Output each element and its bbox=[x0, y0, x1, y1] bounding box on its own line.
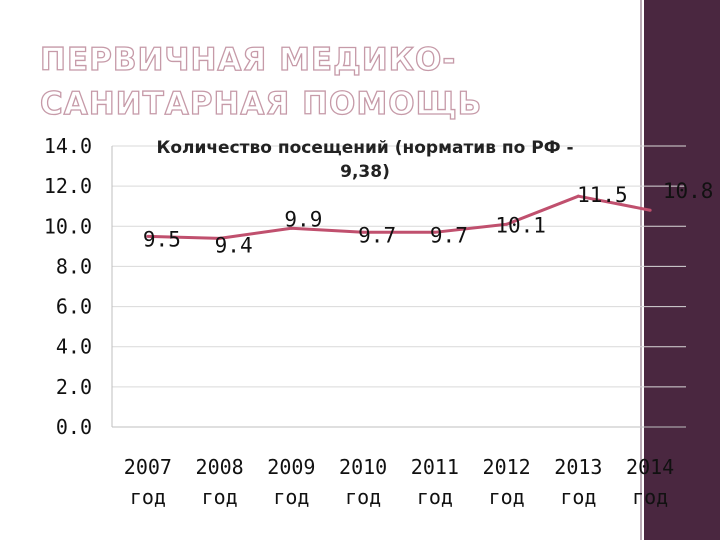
data-point bbox=[146, 234, 150, 238]
y-tick-label: 0.0 bbox=[56, 415, 92, 439]
slide-title-line-2: САНИТАРНАЯ ПОМОЩЬ bbox=[39, 85, 483, 122]
x-tick-label: 2014 год bbox=[626, 455, 674, 509]
data-label: 9.4 bbox=[215, 233, 253, 257]
x-tick-label: 2011 год bbox=[411, 455, 459, 509]
series-line bbox=[147, 194, 651, 240]
y-tick-label: 14.0 bbox=[44, 134, 92, 158]
data-label: 10.8 bbox=[663, 179, 714, 203]
data-label: 9.9 bbox=[284, 207, 322, 231]
slide-title-line-1: ПЕРВИЧНАЯ МЕДИКО- bbox=[39, 41, 457, 78]
data-point bbox=[218, 236, 222, 240]
chart-title-line-2: 9,38) bbox=[340, 162, 390, 182]
y-tick-label: 6.0 bbox=[56, 295, 92, 319]
y-tick-label: 4.0 bbox=[56, 335, 92, 359]
axes bbox=[111, 146, 686, 428]
x-axis-tick-labels: 2007 год 2008 год 2009 год 2010 год 2011 год 2012 г… bbox=[124, 455, 674, 509]
x-tick-label: 2013 год bbox=[554, 455, 602, 509]
chart-title-line-1: Количество посещений (норматив по РФ - bbox=[156, 138, 573, 158]
data-point bbox=[361, 230, 365, 234]
data-point bbox=[433, 230, 437, 234]
x-tick-label: 2010 год bbox=[339, 455, 387, 509]
series-visits bbox=[146, 194, 652, 240]
data-point bbox=[648, 208, 652, 212]
data-labels: 9.5 9.4 9.9 9.7 9.7 10.1 11.5 10.8 bbox=[143, 179, 714, 257]
data-point bbox=[576, 194, 580, 198]
y-tick-label: 8.0 bbox=[56, 254, 92, 278]
x-tick-label: 2009 год bbox=[267, 455, 315, 509]
right-band-divider bbox=[640, 0, 642, 540]
data-label: 9.7 bbox=[358, 223, 396, 247]
x-tick-label: 2007 год bbox=[124, 455, 172, 509]
data-label: 9.5 bbox=[143, 227, 181, 251]
y-axis-tick-labels: 0.0 2.0 4.0 6.0 8.0 10.0 12.0 14.0 bbox=[44, 134, 92, 439]
data-point bbox=[505, 222, 509, 226]
y-tick-label: 12.0 bbox=[44, 174, 92, 198]
y-tick-label: 2.0 bbox=[56, 375, 92, 399]
x-tick-label: 2012 год bbox=[483, 455, 531, 509]
gridlines bbox=[112, 145, 686, 388]
y-tick-label: 10.0 bbox=[44, 214, 92, 238]
right-accent-band bbox=[644, 0, 720, 540]
data-label: 9.7 bbox=[430, 223, 468, 247]
data-label: 10.1 bbox=[495, 213, 546, 237]
x-tick-label: 2008 год bbox=[196, 455, 244, 509]
data-point bbox=[289, 226, 293, 230]
data-label: 11.5 bbox=[577, 183, 628, 207]
slide-title: ПЕРВИЧНАЯ МЕДИКО- САНИТАРНАЯ ПОМОЩЬ bbox=[39, 38, 640, 126]
